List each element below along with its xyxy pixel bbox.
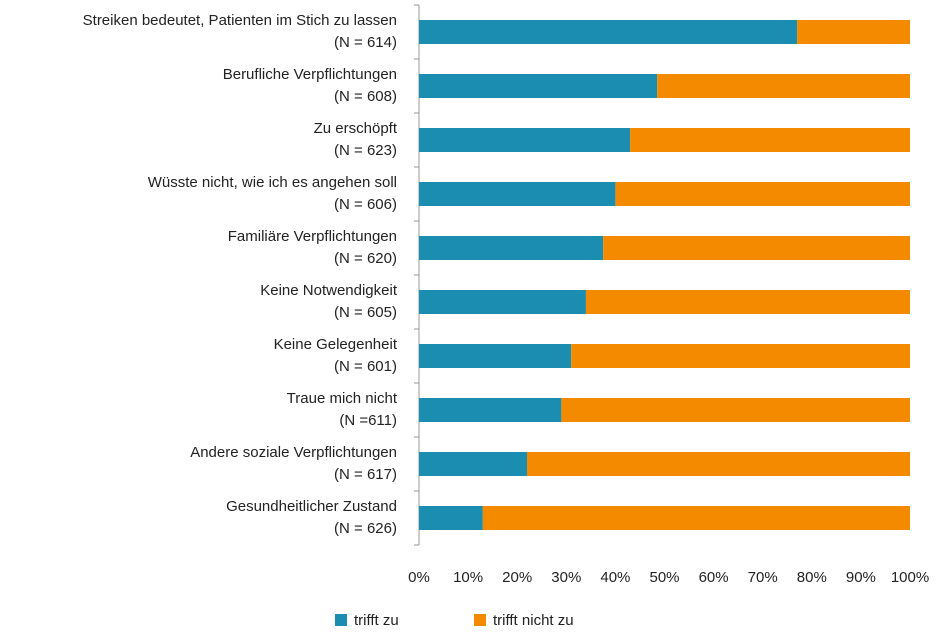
bar-segment [603,236,910,260]
bar-segment [419,74,658,98]
y-tick-label: Gesundheitlicher Zustand [226,498,397,515]
bar-segment [482,506,910,530]
y-tick-label: Wüsste nicht, wie ich es angehen soll [148,174,397,191]
x-tick-label: 80% [797,569,827,586]
bar-segment [657,74,910,98]
bar-segment [419,290,586,314]
y-tick-label: (N = 614) [334,34,397,51]
y-tick-label: Familiäre Verpflichtungen [228,228,397,245]
y-tick-label: (N = 617) [334,466,397,483]
y-tick-label: (N = 608) [334,88,397,105]
x-tick-label: 40% [600,569,630,586]
bar-segment [615,182,910,206]
bar-segment [585,290,910,314]
y-tick-label: (N = 626) [334,520,397,537]
y-tick-label: Traue mich nicht [287,390,398,407]
y-tick-label: (N = 605) [334,304,397,321]
x-tick-label: 70% [748,569,778,586]
bar-segment [419,20,798,44]
bar-segment [630,128,910,152]
y-tick-label: Streiken bedeutet, Patienten im Stich zu… [83,12,397,29]
bar-segment [419,182,616,206]
x-tick-label: 90% [846,569,876,586]
bar-segment [797,20,910,44]
y-tick-label: (N = 606) [334,196,397,213]
bar-segment [419,452,528,476]
bar-segment [419,236,604,260]
bar-segment [561,398,910,422]
y-tick-label: (N = 620) [334,250,397,267]
x-tick-label: 20% [502,569,532,586]
y-tick-label: (N = 623) [334,142,397,159]
bar-segment [527,452,910,476]
legend-label: trifft zu [354,612,399,629]
x-tick-label: 100% [891,569,929,586]
legend-swatch [335,614,347,626]
y-tick-label: Keine Notwendigkeit [260,282,398,299]
bar-segment [571,344,910,368]
x-tick-label: 10% [453,569,483,586]
x-tick-label: 0% [408,569,430,586]
bar-segment [419,398,562,422]
x-tick-label: 30% [551,569,581,586]
x-tick-label: 50% [649,569,679,586]
legend-swatch [474,614,486,626]
y-tick-label: Berufliche Verpflichtungen [223,66,397,83]
y-tick-label: Zu erschöpft [314,120,398,137]
x-tick-label: 60% [699,569,729,586]
legend-label: trifft nicht zu [493,612,574,629]
bar-segment [419,128,631,152]
y-tick-label: Keine Gelegenheit [274,336,398,353]
y-tick-label: (N = 601) [334,358,397,375]
bar-segment [419,506,483,530]
y-tick-label: Andere soziale Verpflichtungen [190,444,397,461]
y-tick-label: (N =611) [339,412,397,429]
bar-segment [419,344,572,368]
